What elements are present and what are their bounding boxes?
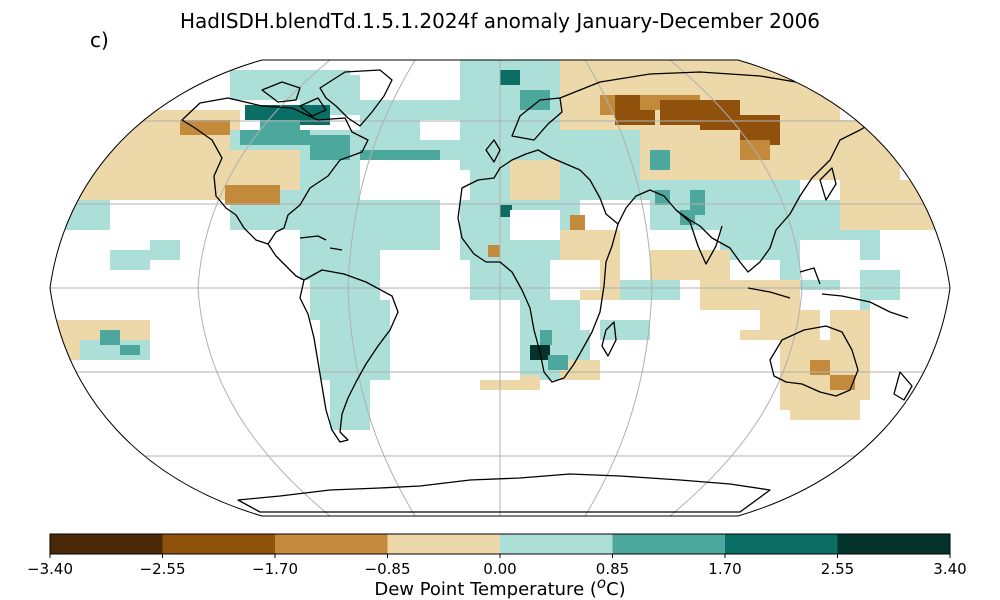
japan-coast bbox=[819, 167, 837, 201]
scandinavia-coast bbox=[511, 97, 563, 141]
colorbar bbox=[49, 533, 951, 558]
arctic-islands bbox=[261, 81, 327, 117]
uk-coast bbox=[485, 139, 501, 163]
grid-cell bbox=[650, 250, 730, 280]
no-data-cell bbox=[800, 240, 860, 280]
colorbar-tick-label: 3.40 bbox=[933, 560, 967, 578]
colorbar-segment bbox=[725, 534, 838, 554]
colorbar-tick-label: −3.40 bbox=[27, 560, 73, 578]
colorbar-segment bbox=[275, 534, 388, 554]
grid-cell bbox=[540, 330, 552, 345]
meridian-120e bbox=[669, 60, 803, 516]
grid-cell bbox=[655, 190, 670, 205]
grid-cell bbox=[230, 150, 300, 190]
south-america-coast bbox=[299, 269, 399, 443]
no-data-cell bbox=[400, 370, 480, 410]
grid-cell bbox=[780, 390, 860, 420]
no-data-cell bbox=[110, 270, 300, 320]
graticule bbox=[50, 60, 950, 516]
new-zealand-coast bbox=[893, 371, 913, 401]
meridian-120w bbox=[197, 60, 331, 516]
grid-cell bbox=[830, 375, 855, 390]
north-america-coast bbox=[181, 97, 369, 245]
no-data-cell bbox=[880, 360, 950, 400]
no-data-cell bbox=[460, 410, 790, 480]
meridian-60e bbox=[584, 60, 653, 516]
caribbean-islands bbox=[299, 235, 343, 251]
grid-cell bbox=[330, 410, 370, 430]
grid-cell bbox=[690, 190, 705, 215]
colorbar-tick-label: −1.70 bbox=[252, 560, 298, 578]
se-asia-islands bbox=[747, 267, 909, 319]
grid-cell bbox=[560, 360, 600, 380]
map-body bbox=[50, 60, 950, 516]
grid-cell bbox=[500, 70, 520, 85]
grid-cell bbox=[650, 150, 670, 170]
colorbar-label-suffix: C) bbox=[606, 579, 626, 600]
grid-cell bbox=[548, 355, 568, 370]
grid-cell bbox=[570, 215, 585, 230]
grid-cell bbox=[488, 245, 500, 257]
no-data-cell bbox=[870, 300, 950, 360]
colorbar-tick-label: 0.00 bbox=[483, 560, 517, 578]
grid-cell bbox=[620, 280, 680, 300]
antarctica-coast bbox=[237, 473, 771, 513]
no-data-cell bbox=[50, 230, 100, 310]
colorbar-segment bbox=[50, 534, 163, 554]
grid-cell bbox=[700, 100, 740, 130]
grid-cell bbox=[320, 320, 390, 380]
grid-cell bbox=[470, 260, 550, 300]
colorbar-tick-label: −2.55 bbox=[139, 560, 186, 578]
no-data-cell bbox=[560, 260, 600, 290]
colorbar-segment bbox=[500, 534, 613, 554]
colorbar-label-sup: o bbox=[596, 574, 607, 592]
colorbar-segment bbox=[387, 534, 500, 554]
grid-cell bbox=[700, 280, 800, 310]
map-title: HadISDH.blendTd.1.5.1.2024f anomaly Janu… bbox=[179, 9, 821, 33]
australia-coast bbox=[769, 325, 859, 397]
greenland-coast bbox=[319, 69, 393, 127]
grid-cell bbox=[860, 230, 880, 260]
grid-cell bbox=[225, 185, 280, 205]
grid-cell bbox=[120, 345, 140, 355]
grid-cell bbox=[500, 205, 512, 217]
colorbar-tick-label: −0.85 bbox=[364, 560, 411, 578]
no-data-cell bbox=[60, 360, 320, 400]
colorbar-tick-label: 1.70 bbox=[708, 560, 742, 578]
no-data-cell bbox=[420, 120, 460, 140]
panel-label: c) bbox=[90, 28, 109, 52]
india-coast bbox=[675, 209, 723, 265]
grid-cell bbox=[560, 130, 650, 200]
grid-cell bbox=[780, 200, 820, 230]
europe-africa-coast bbox=[457, 149, 619, 383]
grid-cell bbox=[100, 330, 120, 345]
grid-cell bbox=[470, 165, 510, 205]
colorbar-tick-label: 0.85 bbox=[595, 560, 630, 578]
grid-cell bbox=[150, 240, 180, 260]
grid-cell bbox=[310, 135, 350, 160]
colorbar-label-prefix: Dew Point Temperature ( bbox=[374, 579, 597, 600]
colorbar-segment bbox=[837, 534, 950, 554]
colorbar-segment bbox=[162, 534, 275, 554]
grid-cell bbox=[740, 140, 770, 160]
central-america-coast bbox=[267, 243, 305, 281]
colorbar-label: Dew Point Temperature (oC) bbox=[0, 574, 1000, 600]
coastlines bbox=[181, 69, 913, 513]
anomaly-grid bbox=[50, 60, 950, 480]
no-data-cell bbox=[470, 300, 520, 380]
meridian-60w bbox=[347, 60, 416, 516]
grid-cell bbox=[520, 90, 550, 110]
grid-cell bbox=[180, 120, 230, 135]
no-data-cell bbox=[510, 210, 560, 240]
globe-outline bbox=[49, 59, 951, 517]
madagascar-coast bbox=[601, 321, 617, 357]
colorbar-tick-label: 2.55 bbox=[820, 560, 855, 578]
grid-cell bbox=[810, 360, 830, 375]
colorbar-segment bbox=[612, 534, 725, 554]
grid-cell bbox=[110, 250, 150, 270]
no-data-cell bbox=[380, 250, 460, 300]
grid-cell bbox=[360, 150, 440, 160]
